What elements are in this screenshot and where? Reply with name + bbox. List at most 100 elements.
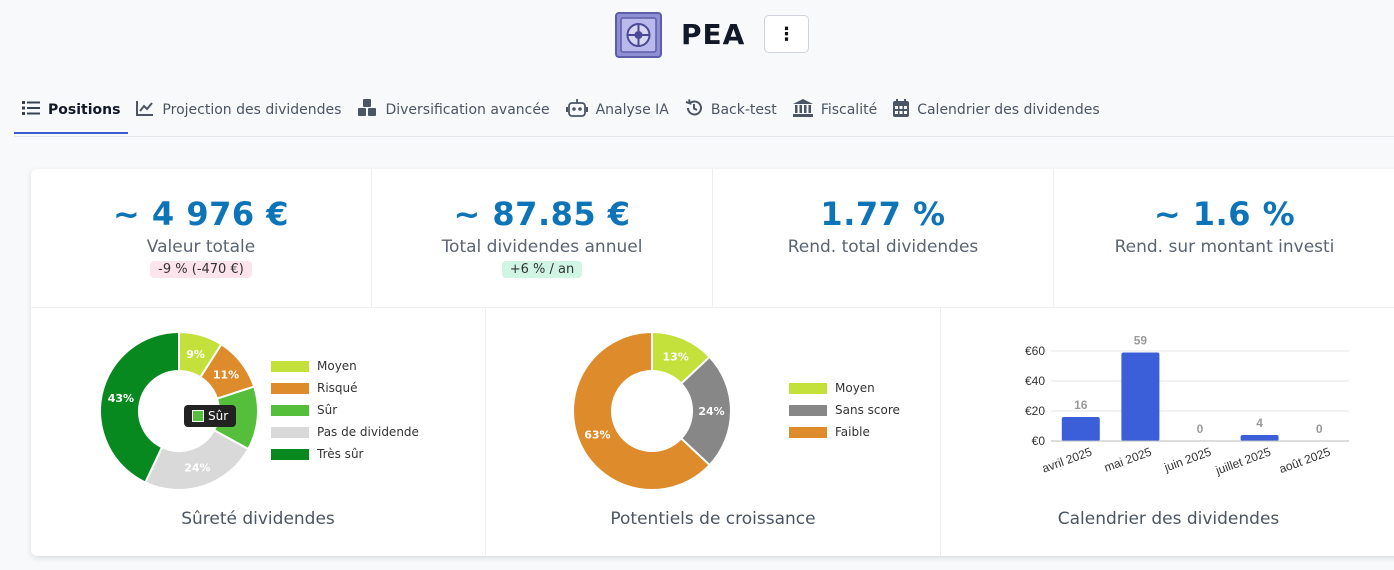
donut-slice[interactable] [99, 330, 180, 484]
legend-swatch [789, 404, 827, 416]
dividend-calendar-chart: €0 €20 €40 €60 16 avril 2025 59 mai 2025 0 juin 2… [941, 307, 1394, 556]
bar-data-label: 16 [1074, 398, 1088, 412]
legend-label: Sans score [835, 403, 900, 417]
portfolio-summary-card: ~ 4 976 € Valeur totale -9 % (-470 €) ~ … [31, 169, 1394, 556]
slice-label: 63% [584, 429, 610, 442]
tab-label: Diversification avancée [385, 102, 550, 118]
legend-swatch [789, 426, 827, 438]
legend-swatch [271, 404, 309, 416]
legend-label: Très sûr [317, 447, 364, 461]
robot-icon [565, 99, 588, 121]
growth-potential-donut: 13% 24% 63% [572, 330, 732, 491]
stat-label: Rend. total dividendes [787, 237, 979, 257]
bar-data-label: 4 [1256, 416, 1263, 430]
legend-item[interactable]: Moyen [789, 381, 875, 395]
history-icon [685, 99, 703, 121]
stat-label: Rend. sur montant investi [1114, 237, 1335, 257]
legend-item[interactable]: Très sûr [271, 447, 363, 461]
stat-annual-dividends: ~ 87.85 € Total dividendes annuel +6 % /… [372, 169, 713, 307]
stat-label: Valeur totale [146, 237, 256, 257]
slice-label: 24% [184, 462, 210, 475]
chart-title: Potentiels de croissance [610, 509, 816, 529]
stat-value: 1.77 % [820, 195, 946, 233]
x-tick-label: juin 2025 [1162, 445, 1214, 475]
legend-label: Risqué [317, 381, 358, 395]
legend-swatch [271, 382, 309, 394]
growth-badge: +6 % / an [501, 261, 583, 278]
bank-icon [792, 99, 813, 121]
more-options-button[interactable]: ⋮ [764, 15, 809, 53]
legend-item[interactable]: Sans score [789, 403, 900, 417]
legend-label: Moyen [835, 381, 875, 395]
chart-tooltip: Sûr [184, 405, 237, 427]
x-tick-label: juillet 2025 [1213, 445, 1273, 478]
dividend-safety-chart: 9% 11% 24% 43% Moyen Risqué Sûr Pas de dividen… [31, 307, 486, 556]
donut-slice[interactable] [679, 355, 732, 467]
tab-label: Fiscalité [820, 102, 878, 118]
legend-swatch [271, 448, 309, 460]
y-tick-label: €60 [1025, 344, 1045, 358]
donut-slice[interactable] [144, 428, 250, 491]
stat-dividend-yield: 1.77 % Rend. total dividendes [713, 169, 1054, 307]
legend-item[interactable]: Faible [789, 425, 870, 439]
y-tick-label: €0 [1032, 434, 1046, 448]
legend-item[interactable]: Risqué [271, 381, 358, 395]
tab-analyse-ia[interactable]: Analyse IA [558, 88, 677, 132]
bar[interactable] [1061, 417, 1100, 441]
tab-bar: Positions Projection des dividendes Dive… [14, 88, 1394, 137]
charts-row: 9% 11% 24% 43% Moyen Risqué Sûr Pas de dividen… [31, 307, 1394, 556]
dividend-safety-donut: 9% 11% 24% 43% [99, 330, 259, 491]
x-tick-label: avril 2025 [1040, 445, 1094, 476]
safe-logo-icon [615, 12, 662, 58]
stat-value: ~ 87.85 € [453, 195, 631, 233]
legend-swatch [271, 360, 309, 372]
tab-label: Projection des dividendes [162, 102, 342, 118]
page-title: PEA [681, 18, 746, 51]
tab-fiscalite[interactable]: Fiscalité [785, 88, 885, 132]
y-tick-label: €40 [1025, 374, 1045, 388]
tab-positions[interactable]: Positions [14, 88, 129, 134]
stat-total-value: ~ 4 976 € Valeur totale -9 % (-470 €) [31, 169, 372, 307]
list-icon [22, 100, 40, 120]
tooltip-label: Sûr [208, 409, 229, 423]
y-tick-label: €20 [1025, 404, 1045, 418]
tab-label: Calendrier des dividendes [917, 102, 1100, 118]
tab-label: Positions [48, 102, 121, 118]
tooltip-swatch [192, 410, 204, 422]
cubes-icon [357, 99, 377, 121]
tab-projection[interactable]: Projection des dividendes [128, 88, 349, 132]
tab-label: Analyse IA [595, 102, 669, 118]
tab-calendrier[interactable]: Calendrier des dividendes [885, 88, 1107, 132]
legend-label: Faible [835, 425, 870, 439]
donut-slice[interactable] [572, 330, 712, 491]
bar[interactable] [1121, 352, 1160, 442]
legend-label: Moyen [317, 359, 357, 373]
tab-back-test[interactable]: Back-test [677, 88, 785, 132]
legend-item[interactable]: Moyen [271, 359, 357, 373]
tab-diversification[interactable]: Diversification avancée [349, 88, 557, 132]
tab-label: Back-test [710, 102, 777, 118]
performance-badge: -9 % (-470 €) [150, 261, 252, 278]
legend-item[interactable]: Sûr [271, 403, 337, 417]
legend-item[interactable]: Pas de dividende [271, 425, 419, 439]
bar[interactable] [1240, 435, 1279, 441]
bar-data-label: 0 [1197, 422, 1204, 436]
chart-line-icon [136, 100, 154, 120]
stats-row: ~ 4 976 € Valeur totale -9 % (-470 €) ~ … [31, 169, 1394, 308]
bar-data-label: 59 [1134, 334, 1148, 348]
growth-potential-chart: 13% 24% 63% Moyen Sans score Faible Potentie… [486, 307, 941, 556]
chart-title: Sûreté dividendes [181, 509, 335, 529]
kebab-menu-icon: ⋮ [777, 23, 796, 45]
legend-swatch [789, 382, 827, 394]
stat-value: ~ 1.6 % [1153, 195, 1296, 233]
x-tick-label: août 2025 [1277, 445, 1332, 477]
legend-label: Pas de dividende [317, 425, 419, 439]
slice-label: 11% [213, 369, 239, 382]
stat-value: ~ 4 976 € [112, 195, 290, 233]
slice-label: 43% [108, 392, 134, 405]
slice-label: 13% [662, 350, 688, 363]
dividend-calendar-bars: €0 €20 €40 €60 16 avril 2025 59 mai 2025 0 juin 2… [1025, 334, 1349, 478]
bar-data-label: 0 [1316, 422, 1323, 436]
calendar-icon [893, 99, 910, 121]
stat-yield-on-cost: ~ 1.6 % Rend. sur montant investi [1054, 169, 1394, 307]
